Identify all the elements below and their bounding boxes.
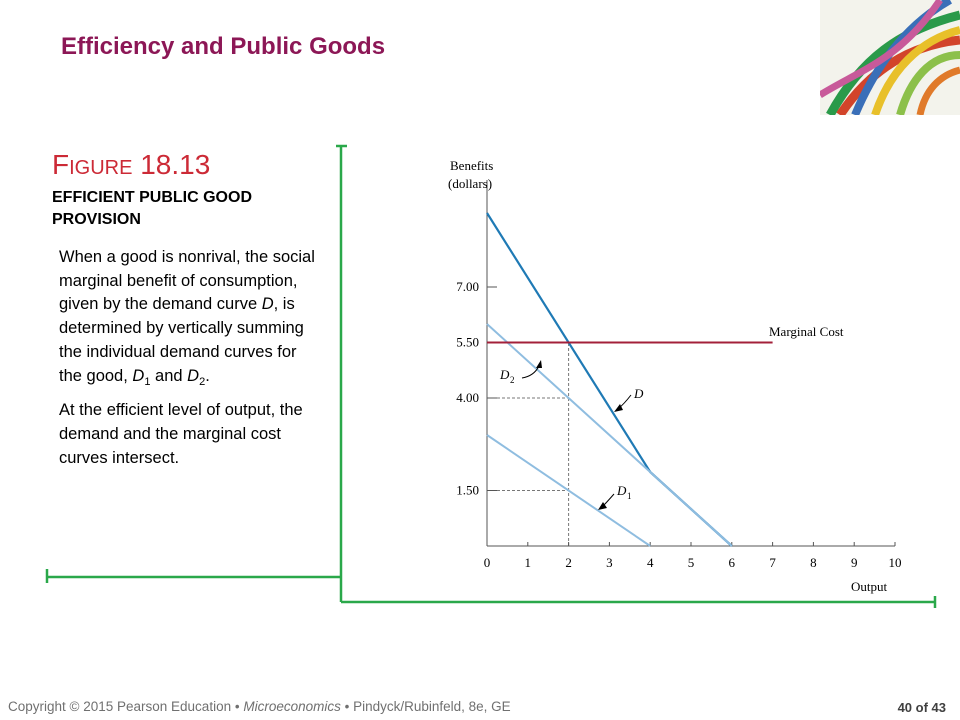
x-tick-label: 0 [484, 555, 491, 570]
x-tick-label: 6 [729, 555, 736, 570]
y-tick-label: 7.00 [456, 279, 479, 294]
arrowhead-d1 [598, 502, 607, 510]
x-tick-label: 2 [565, 555, 572, 570]
demand-curve-d1 [486, 434, 651, 547]
x-tick-label: 9 [851, 555, 858, 570]
x-axis-label: Output [851, 579, 888, 594]
x-tick-label: 1 [525, 555, 532, 570]
y-tick-label: 1.50 [456, 483, 479, 498]
y-axis-label-line2: (dollars) [448, 176, 492, 191]
paragraph-efficient-output: At the efficient level of output, the de… [59, 401, 303, 467]
page-number: 40 of 43 [897, 700, 946, 715]
svg-text:1: 1 [627, 491, 632, 501]
demand-curve-d2 [486, 323, 733, 547]
paragraph-vertical-summing: When a good is nonrival, the social marg… [59, 248, 315, 388]
x-tick-label: 7 [769, 555, 776, 570]
slide-title: Efficiency and Public Goods [61, 33, 386, 60]
label-d2: D 2 [499, 367, 515, 385]
y-tick-label: 5.50 [456, 335, 479, 350]
figure-frame [45, 144, 937, 608]
footer-copyright: Copyright © 2015 Pearson Education • Mic… [8, 699, 511, 714]
x-tick-label: 8 [810, 555, 817, 570]
x-tick-label: 4 [647, 555, 654, 570]
demand-curve-d [486, 212, 733, 547]
y-tick-label: 4.00 [456, 390, 479, 405]
decorative-cables-image [820, 0, 960, 115]
svg-text:2: 2 [510, 375, 515, 385]
figure-description: When a good is nonrival, the social marg… [59, 246, 321, 479]
label-d: D [633, 386, 644, 401]
label-marginal-cost: Marginal Cost [769, 324, 844, 339]
svg-text:D: D [499, 367, 510, 382]
label-d1: D 1 [616, 483, 632, 501]
figure-label: FIGURE 18.13 [52, 149, 211, 180]
svg-text:D: D [616, 483, 627, 498]
arrowhead-d [614, 404, 623, 412]
figure-caption: EFFICIENT PUBLIC GOOD PROVISION [52, 189, 252, 228]
x-tick-label: 10 [889, 555, 902, 570]
arrowhead-d2 [536, 360, 542, 368]
arrow-d1 [602, 493, 615, 507]
x-tick-label: 5 [688, 555, 695, 570]
y-axis-label-line1: Benefits [450, 158, 493, 173]
x-tick-label: 3 [606, 555, 613, 570]
